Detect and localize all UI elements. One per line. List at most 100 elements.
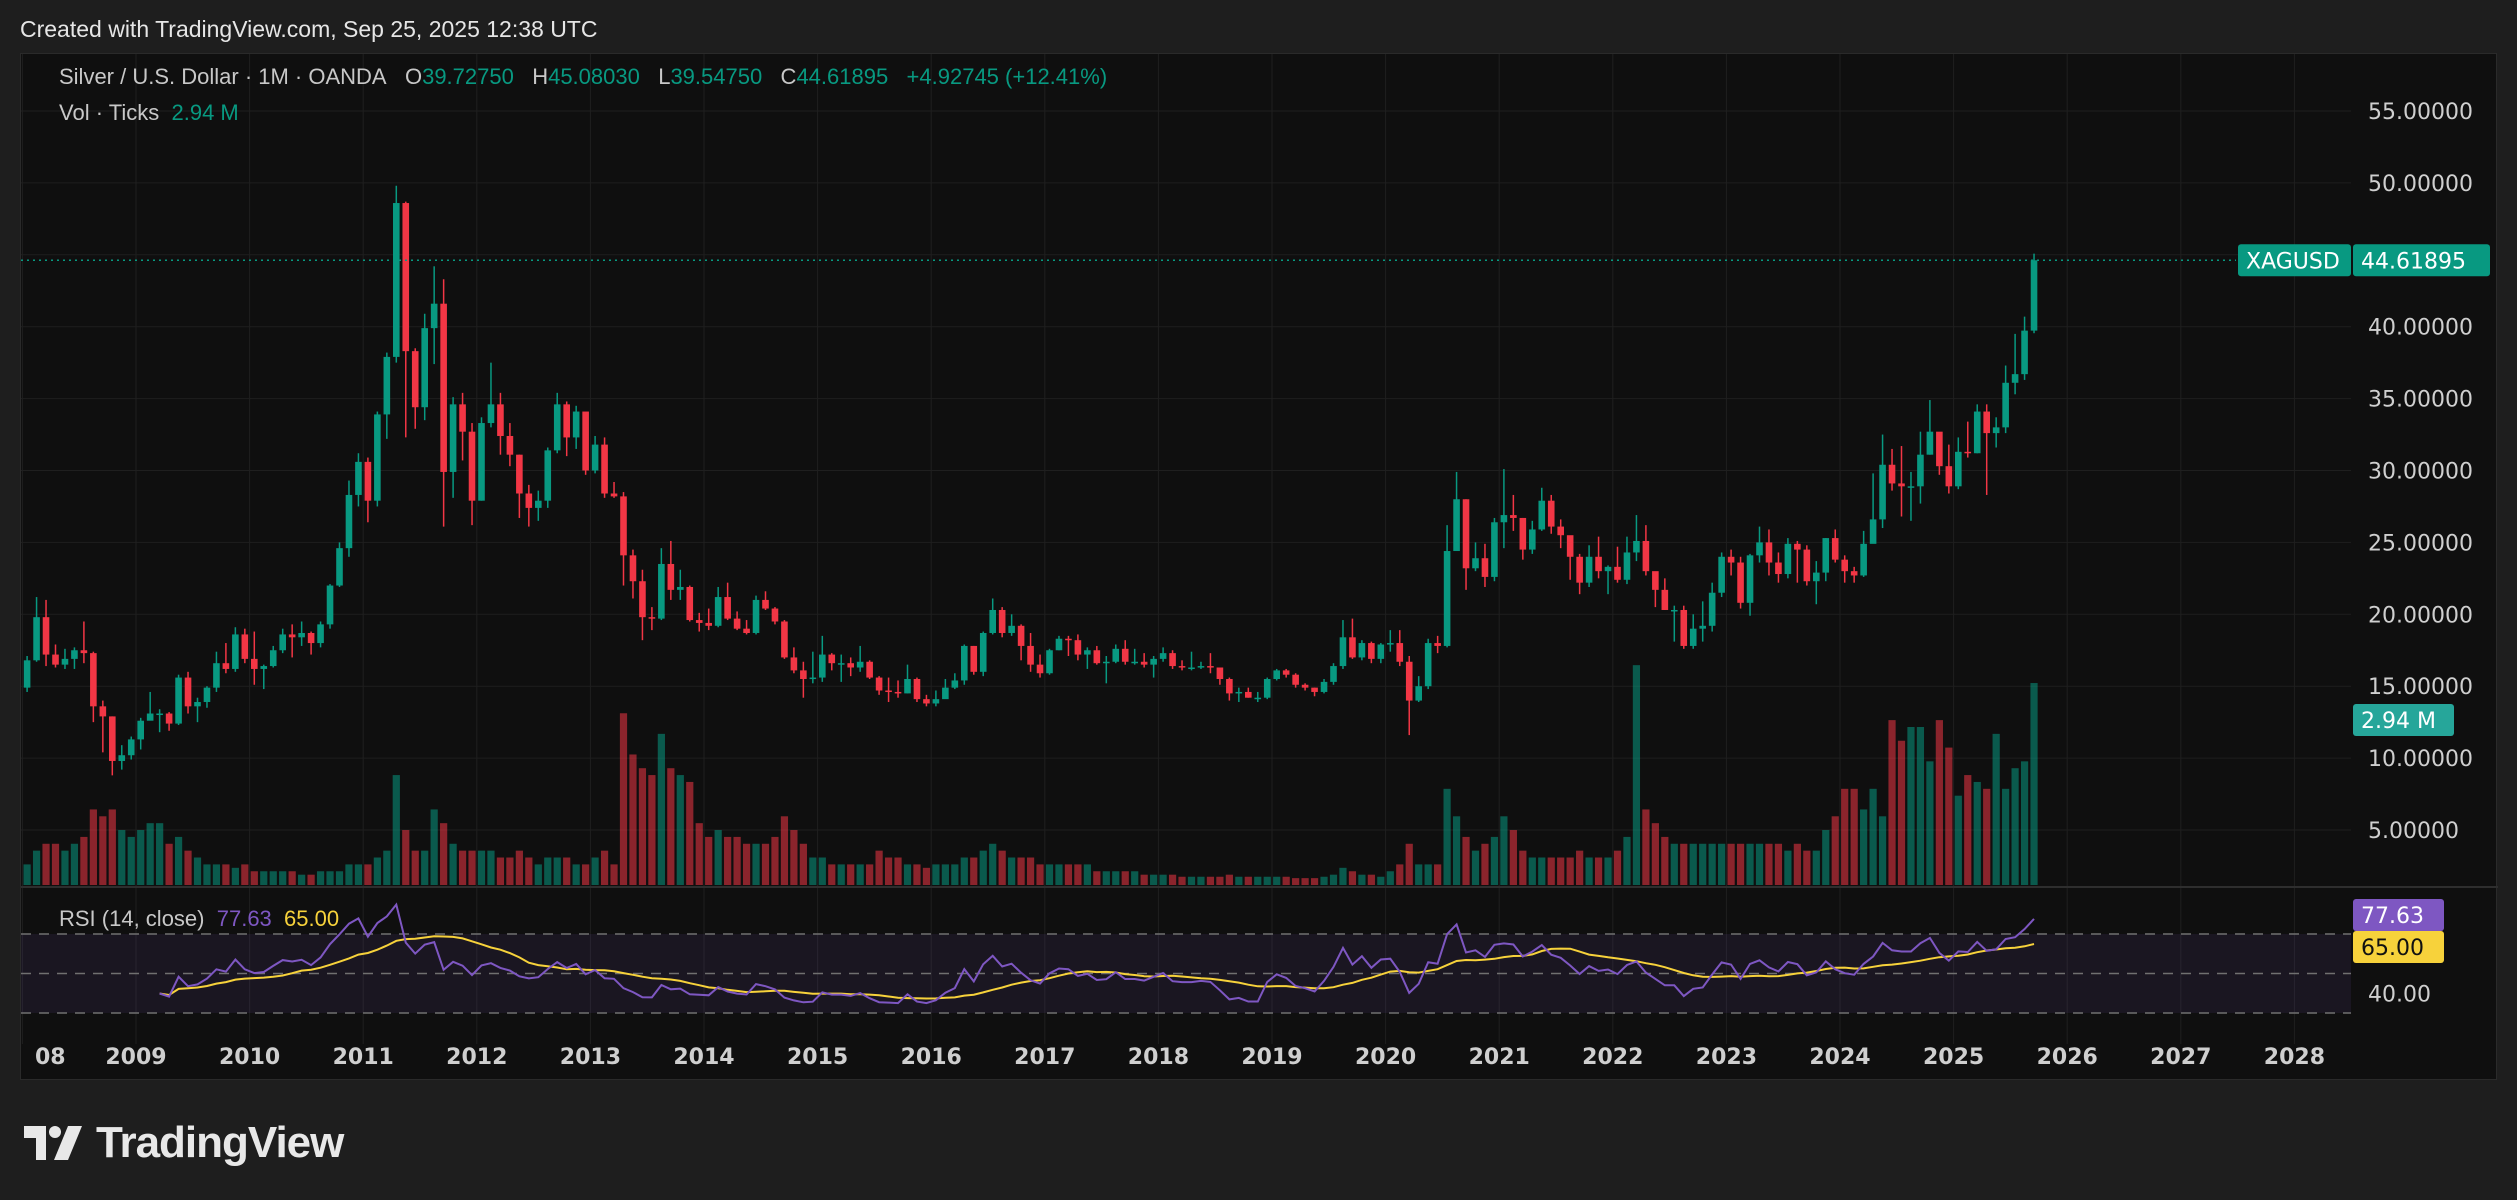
volume-bar [629,754,637,885]
chart-panel[interactable]: 5.00000 10.00000 15.00000 20.00000 25.00000 3… [20,53,2498,1081]
candle-body [591,444,599,471]
candle-body [1131,661,1138,664]
volume-bar [1263,876,1271,885]
candle-body [1708,592,1716,626]
volume-bar [866,864,874,885]
candle-body [61,658,69,665]
candle-body [1737,562,1744,603]
candle-body [52,654,59,665]
candle-body [1718,556,1725,593]
volume-bar [2020,761,2029,885]
candle-body [942,687,949,700]
volume-bar [1793,843,1801,885]
candle-body [686,586,694,621]
volume-bar [1860,809,1868,885]
candle-body [809,677,817,680]
candle-body [1320,681,1328,692]
volume-bar [1604,857,1612,885]
low-label: L [658,64,671,89]
volume-bar [1329,874,1338,885]
candle-body [146,713,154,721]
volume-bar [1708,843,1716,885]
volume-bar [1557,857,1565,885]
candle-body [1036,664,1044,674]
volume-bar [1367,874,1375,885]
symbol-title[interactable]: Silver / U.S. Dollar · 1M · OANDA [59,64,387,89]
rsi-label[interactable]: RSI (14, close) [59,906,205,931]
volume-bar [1585,857,1593,885]
candle-body [1055,638,1063,651]
candle-body [90,653,97,707]
volume-bar [856,864,864,885]
volume-bar [1916,726,1925,885]
volume-bar [496,857,505,885]
candle-body [137,720,144,740]
time-axis-label: 2018 [1128,1045,1189,1070]
price-axis-label: 15.00000 [2368,675,2473,700]
volume-label[interactable]: Vol · Ticks [59,100,160,125]
candle-body [1831,538,1839,560]
volume-bar [373,857,381,885]
candle-body [2011,374,2019,383]
candle-body [2002,382,2009,428]
candle-body [1633,540,1640,553]
candle-body [1822,538,1830,573]
volume-bar [1822,830,1830,885]
volume-bar [1869,788,1877,885]
volume-bar [1178,876,1186,885]
candle-body [393,203,400,357]
volume-bar [354,864,363,885]
tradingview-logo[interactable]: TradingView [24,1118,344,1168]
volume-bar [1642,809,1650,885]
symbol-legend: Silver / U.S. Dollar · 1M · OANDA O39.72… [59,64,1107,90]
volume-bar [1415,864,1423,885]
volume-bar [1841,788,1849,885]
volume-bar [1481,843,1489,885]
volume-bar [1424,864,1432,885]
volume-bar [392,775,400,885]
volume-bar [421,850,429,885]
candle-body [1926,431,1934,455]
volume-bar [1093,871,1101,885]
volume-bar [1121,871,1129,885]
candle-body [1813,572,1820,582]
volume-bar [1462,836,1470,885]
candle-body [724,597,731,619]
volume-bar [894,857,902,885]
volume-bar [231,867,239,885]
volume-bar [903,864,912,885]
candle-body [222,663,230,669]
candlestick-chart[interactable]: 5.00000 10.00000 15.00000 20.00000 25.00000 3… [21,54,2498,1081]
candle-body [1462,499,1470,569]
volume-bar [468,850,476,885]
volume-bar [383,850,391,885]
volume-bar [742,843,751,885]
candle-body [1623,552,1631,580]
volume-bar [1661,836,1669,885]
volume-bar [1055,864,1063,885]
candle-body [1178,666,1186,668]
volume-bar [724,836,732,885]
candle-body [998,609,1006,633]
candle-body [2021,330,2028,375]
volume-bar [1131,871,1139,885]
high-label: H [532,64,549,89]
volume-bar [156,823,164,885]
candle-body [232,634,239,669]
candle-body [109,716,116,761]
time-axis-label: 2025 [1923,1045,1984,1070]
candle-body [1159,653,1167,659]
time-axis-label: 2017 [1014,1045,1075,1070]
price-axis-label: 40.00000 [2368,316,2473,341]
candle-body [1349,637,1356,658]
volume-bar [440,823,448,885]
candle-body [1368,643,1375,659]
volume-bar [1197,876,1205,885]
price-axis-label: 50.00000 [2368,172,2473,197]
candle-body [1992,427,2000,434]
volume-bar [1670,843,1678,885]
last-price-badge: 44.61895 [2361,249,2466,274]
high-value: 45.08030 [548,64,640,89]
volume-bar [99,816,107,885]
volume-bar [1292,878,1300,885]
